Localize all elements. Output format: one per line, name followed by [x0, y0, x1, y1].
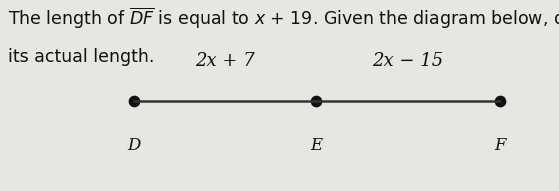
Text: 2x − 15: 2x − 15 — [372, 52, 444, 70]
Text: D: D — [127, 137, 141, 154]
Text: E: E — [310, 137, 322, 154]
Point — [130, 100, 139, 103]
Point — [311, 100, 320, 103]
Text: The length of $\overline{DF}$ is equal to $x$ + 19. Given the diagram below, det: The length of $\overline{DF}$ is equal t… — [8, 6, 559, 31]
Text: its actual length.: its actual length. — [8, 48, 155, 66]
Text: 2x + 7: 2x + 7 — [195, 52, 255, 70]
Text: F: F — [495, 137, 506, 154]
Point — [496, 100, 505, 103]
